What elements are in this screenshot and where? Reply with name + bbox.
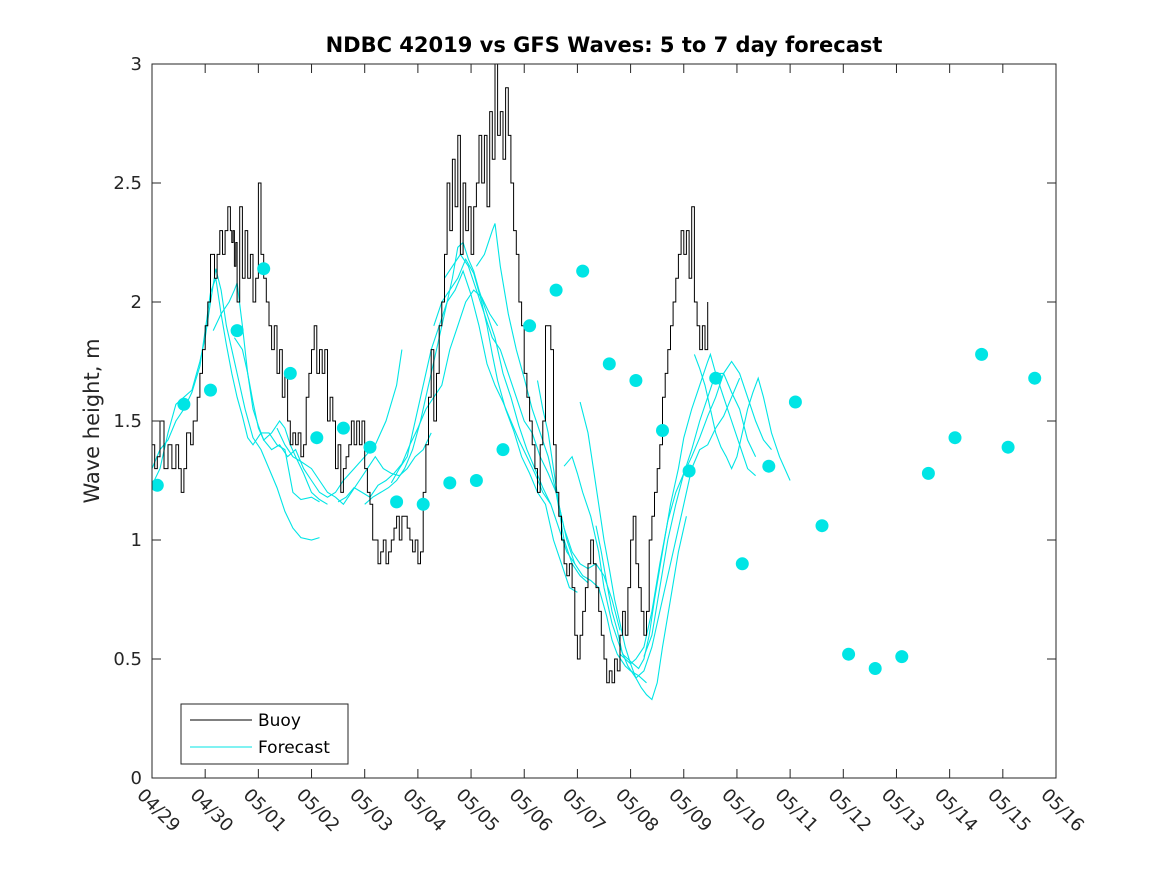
- forecast-marker: [1001, 440, 1015, 454]
- forecast-marker: [257, 262, 271, 276]
- y-tick-label: 0.5: [113, 649, 142, 670]
- forecast-marker: [177, 397, 191, 411]
- forecast-line: [475, 223, 621, 631]
- forecast-marker: [921, 466, 935, 480]
- forecast-marker: [549, 283, 563, 297]
- forecast-line: [433, 257, 578, 593]
- legend-label-forecast: Forecast: [258, 738, 330, 758]
- forecast-marker: [363, 440, 377, 454]
- legend-box: [180, 703, 349, 765]
- forecast-marker: [443, 476, 457, 490]
- forecast-line: [643, 360, 772, 657]
- forecast-marker: [576, 264, 590, 278]
- legend: Buoy Forecast: [180, 703, 349, 765]
- forecast-marker: [948, 431, 962, 445]
- forecast-marker: [310, 431, 324, 445]
- forecast-marker: [735, 557, 749, 571]
- y-tick-label: 3: [131, 54, 142, 75]
- forecast-marker: [629, 374, 643, 387]
- y-tick-label: 2: [131, 292, 142, 313]
- forecast-marker: [868, 662, 882, 675]
- forecast-marker: [788, 395, 802, 409]
- y-axis-label: Wave height, m: [80, 338, 104, 503]
- forecast-marker: [390, 495, 404, 509]
- forecast-marker: [496, 443, 510, 457]
- forecast-line: [390, 269, 576, 565]
- forecast-line: [276, 427, 432, 506]
- y-tick-label: 1: [131, 530, 142, 551]
- forecast-marker: [895, 650, 909, 664]
- plot-area: [152, 63, 1042, 701]
- forecast-marker: [416, 497, 430, 511]
- forecast-line: [536, 380, 647, 684]
- forecast-marker: [152, 478, 164, 492]
- forecast-marker: [762, 459, 776, 473]
- forecast-marker: [523, 319, 537, 333]
- forecast-line: [563, 377, 741, 679]
- forecast-marker: [1028, 371, 1042, 385]
- forecast-marker: [975, 347, 989, 361]
- forecast-marker: [682, 464, 696, 478]
- forecast-marker: [602, 357, 616, 371]
- y-tick-label: 0: [131, 768, 142, 789]
- forecast-marker: [469, 474, 483, 487]
- buoy-line: [152, 63, 709, 684]
- forecast-marker: [230, 324, 244, 338]
- forecast-marker: [204, 383, 217, 397]
- forecast-marker: [283, 366, 297, 380]
- forecast-marker: [709, 371, 723, 385]
- forecast-line: [693, 354, 791, 481]
- y-tick-label: 2.5: [113, 173, 142, 194]
- forecast-marker: [336, 421, 350, 435]
- forecast-marker: [656, 424, 669, 437]
- legend-label-buoy: Buoy: [258, 711, 301, 731]
- chart-title: NDBC 42019 vs GFS Waves: 5 to 7 day fore…: [326, 33, 883, 57]
- y-tick-label: 1.5: [113, 411, 142, 432]
- forecast-marker: [842, 647, 856, 661]
- forecast-marker: [815, 519, 829, 533]
